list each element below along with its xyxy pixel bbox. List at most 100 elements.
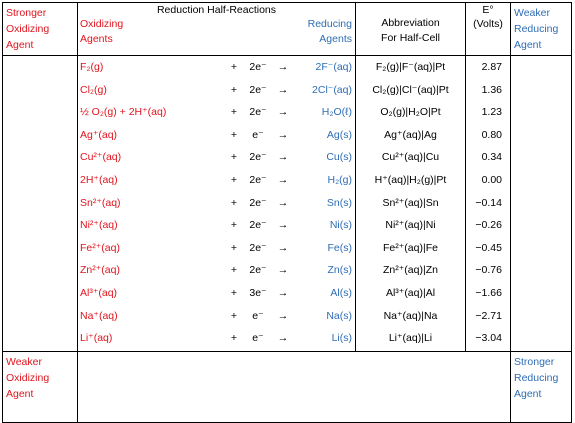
- eo-value: −0.26: [475, 219, 502, 232]
- abbreviation-cell: Na⁺(aq)|Na: [383, 309, 438, 322]
- abbreviation-cell: Cl₂(g)|Cl⁻(aq)|Pt: [372, 83, 449, 96]
- plus-sign: +: [230, 219, 238, 232]
- arrow-icon: →: [277, 332, 289, 345]
- arrow-icon: →: [277, 264, 289, 277]
- reducing-agent: Cu(s): [326, 151, 352, 164]
- header-title: Reduction Half-Reactions: [156, 4, 277, 16]
- reducing-agent: Li(s): [331, 332, 352, 345]
- abbreviation-cell: Li⁺(aq)|Li: [388, 332, 433, 345]
- weaker-oxidizing-label: Weaker Oxidizing Agent: [2, 351, 78, 423]
- reducing-agent: 2Cl⁻(aq): [312, 83, 352, 96]
- plus-sign: +: [230, 128, 238, 141]
- reaction-row: ½ O₂(g) + 2H⁺(aq) +2e⁻ → H₂O(ℓ): [78, 101, 355, 124]
- electrons: 3e⁻: [249, 286, 267, 299]
- abbreviation-cell: Sn²⁺(aq)|Sn: [382, 196, 439, 209]
- eo-value: 0.00: [481, 173, 502, 186]
- reaction-row: Ag⁺(aq) + e⁻ → Ag(s): [78, 124, 355, 147]
- plus-sign: +: [230, 83, 238, 96]
- abbreviation-cell: Ag⁺(aq)|Ag: [384, 128, 437, 141]
- eo-value: 1.36: [481, 83, 502, 96]
- reaction-row: Sn²⁺(aq) +2e⁻ → Sn(s): [78, 192, 355, 215]
- oxidizing-agent: 2H⁺(aq): [80, 173, 118, 186]
- eo-value: −1.66: [475, 286, 502, 299]
- arrow-icon: →: [277, 106, 289, 119]
- eo-value: −2.71: [475, 309, 502, 322]
- electrons: 2e⁻: [249, 241, 267, 254]
- eo-value: 0.80: [481, 128, 502, 141]
- reducing-agent: Zn(s): [327, 264, 353, 277]
- arrow-icon: →: [277, 286, 289, 299]
- eo-value: 1.23: [481, 106, 502, 119]
- oxidizing-agent: Al³⁺(aq): [80, 286, 118, 299]
- plus-sign: +: [230, 286, 238, 299]
- electrons: 2e⁻: [249, 173, 267, 186]
- weaker-reducing-label: Weaker Reducing Agent: [510, 2, 572, 56]
- abbreviation-cell: Cu²⁺(aq)|Cu: [381, 151, 440, 164]
- eo-value: −0.14: [475, 196, 502, 209]
- arrow-icon: →: [277, 219, 289, 232]
- oxidizing-agent: Na⁺(aq): [80, 309, 118, 322]
- electrons: 2e⁻: [249, 219, 267, 232]
- eo-value: −3.04: [475, 332, 502, 345]
- abbreviation-cell: O₂(g)|H₂O|Pt: [380, 106, 441, 119]
- arrow-icon: →: [277, 241, 289, 254]
- arrow-icon: →: [277, 173, 289, 186]
- reaction-row: Ni²⁺(aq) +2e⁻ → Ni(s): [78, 214, 355, 237]
- reducing-agent: Al(s): [330, 286, 352, 299]
- arrow-icon: →: [277, 151, 289, 164]
- electrons: e⁻: [252, 309, 264, 322]
- reducing-agent: 2F⁻(aq): [315, 61, 352, 73]
- left-spacer: [2, 55, 78, 352]
- reaction-row: Li⁺(aq) + e⁻ → Li(s): [78, 327, 355, 350]
- abbreviation-cell: Al³⁺(aq)|Al: [385, 286, 436, 299]
- electrons: e⁻: [252, 332, 264, 345]
- eo-value: −0.76: [475, 264, 502, 277]
- half-reactions-header: Reduction Half-Reactions Oxidizing Agents…: [77, 2, 356, 56]
- oxidizing-agents-header: Oxidizing Agents: [80, 18, 124, 45]
- oxidizing-agent: Zn²⁺(aq): [80, 264, 120, 277]
- electrons: 2e⁻: [249, 61, 267, 73]
- electrons: 2e⁻: [249, 196, 267, 209]
- arrow-icon: →: [277, 83, 289, 96]
- reaction-row: Cu²⁺(aq) +2e⁻ → Cu(s): [78, 146, 355, 169]
- oxidizing-agent: F₂(g): [80, 61, 104, 73]
- plus-sign: +: [230, 264, 238, 277]
- reducing-agent: Ni(s): [329, 219, 352, 232]
- arrow-icon: →: [277, 128, 289, 141]
- reactions-column: F₂(g) +2e⁻ → 2F⁻(aq) Cl₂(g) +2e⁻ → 2Cl⁻(aq) ½ O₂…: [77, 55, 356, 352]
- stronger-oxidizing-label: Stronger Oxidizing Agent: [2, 2, 78, 56]
- abbreviation-cell: Fe²⁺(aq)|Fe: [383, 241, 438, 254]
- oxidizing-agent: Sn²⁺(aq): [80, 196, 121, 209]
- reaction-row: Na⁺(aq) + e⁻ → Na(s): [78, 305, 355, 328]
- reducing-agent: Ag(s): [326, 128, 352, 141]
- reducing-agent: H₂O(ℓ): [321, 106, 352, 119]
- electrons: 2e⁻: [249, 151, 267, 164]
- abbreviation-cell: F₂(g)|F⁻(aq)|Pt: [375, 61, 446, 73]
- right-spacer: [510, 55, 572, 352]
- reducing-agent: Na(s): [326, 309, 352, 322]
- reaction-row: F₂(g) +2e⁻ → 2F⁻(aq): [78, 56, 355, 79]
- abbreviation-column: F₂(g)|F⁻(aq)|Pt Cl₂(g)|Cl⁻(aq)|Pt O₂(g)|H₂…: [355, 55, 466, 352]
- abbreviation-cell: Zn²⁺(aq)|Zn: [383, 264, 438, 277]
- arrow-icon: →: [277, 61, 289, 73]
- eo-header: E° (Volts): [465, 2, 511, 56]
- plus-sign: +: [230, 61, 238, 73]
- oxidizing-agent: Fe²⁺(aq): [80, 241, 120, 254]
- oxidizing-agent: Ni²⁺(aq): [80, 219, 118, 232]
- plus-sign: +: [230, 196, 238, 209]
- oxidizing-agent: ½ O₂(g) + 2H⁺(aq): [80, 106, 167, 119]
- abbreviation-cell: Ni²⁺(aq)|Ni: [385, 219, 436, 232]
- plus-sign: +: [230, 332, 238, 345]
- reaction-row: Cl₂(g) +2e⁻ → 2Cl⁻(aq): [78, 79, 355, 102]
- electrons: 2e⁻: [249, 106, 267, 119]
- reaction-row: Zn²⁺(aq) +2e⁻ → Zn(s): [78, 259, 355, 282]
- electrons: e⁻: [252, 128, 264, 141]
- eo-value: 2.87: [481, 61, 502, 73]
- arrow-icon: →: [277, 309, 289, 322]
- plus-sign: +: [230, 151, 238, 164]
- arrow-icon: →: [277, 196, 289, 209]
- electrons: 2e⁻: [249, 83, 267, 96]
- abbreviation-cell: H⁺(aq)|H₂(g)|Pt: [374, 173, 447, 186]
- abbreviation-header: Abbreviation For Half-Cell: [355, 2, 466, 56]
